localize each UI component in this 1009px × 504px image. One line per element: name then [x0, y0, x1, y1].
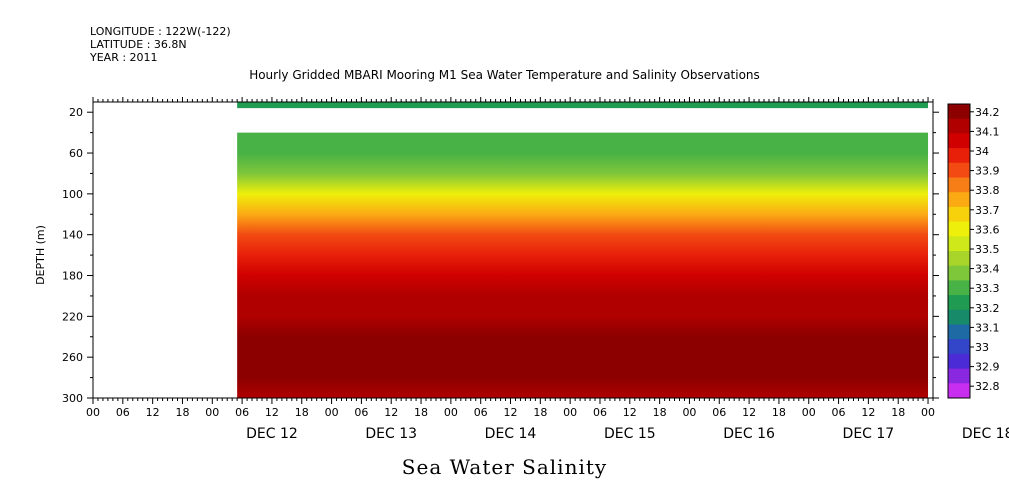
colorbar-label: 33.9: [975, 165, 1000, 178]
colorbar-swatch: [948, 324, 970, 340]
x-hour-tick-label: 12: [623, 406, 637, 419]
x-hour-tick-label: 06: [712, 406, 726, 419]
x-hour-tick-label: 06: [832, 406, 846, 419]
colorbar-swatch: [948, 295, 970, 311]
x-day-label: DEC 15: [604, 426, 656, 442]
colorbar-label: 32.8: [975, 380, 1000, 393]
plot-area: [237, 102, 929, 398]
x-hour-tick-label: 06: [593, 406, 607, 419]
chart-title: Hourly Gridded MBARI Mooring M1 Sea Wate…: [249, 68, 760, 82]
colorbar-label: 33: [975, 341, 989, 354]
surface-band: [237, 102, 929, 109]
x-hour-tick-label: 12: [861, 406, 875, 419]
x-day-label: DEC 17: [843, 426, 895, 442]
colorbar-swatch: [948, 251, 970, 267]
y-tick-label: 260: [62, 351, 83, 364]
colorbar-swatch: [948, 339, 970, 355]
latitude-label: LATITUDE : 36.8N: [90, 38, 187, 51]
colorbar-label: 33.5: [975, 243, 1000, 256]
colorbar-swatch: [948, 353, 970, 370]
colorbar-label: 34.2: [975, 106, 1000, 119]
y-tick-label: 140: [62, 229, 83, 242]
y-tick-label: 180: [62, 270, 83, 283]
x-hour-tick-label: 18: [414, 406, 428, 419]
x-hour-tick-label: 00: [205, 406, 219, 419]
x-hour-tick-label: 18: [891, 406, 905, 419]
x-axis-label: Sea Water Salinity: [401, 455, 608, 479]
x-day-label: DEC 14: [485, 426, 537, 442]
x-hour-tick-label: 12: [384, 406, 398, 419]
colorbar-swatch: [948, 383, 970, 399]
x-hour-tick-label: 06: [474, 406, 488, 419]
x-hour-tick-label: 00: [802, 406, 816, 419]
colorbar-label: 33.4: [975, 263, 1000, 276]
longitude-label: LONGITUDE : 122W(-122): [90, 25, 231, 38]
x-hour-tick-label: 18: [295, 406, 309, 419]
colorbar-swatch: [948, 133, 970, 149]
colorbar-label: 33.8: [975, 184, 1000, 197]
y-tick-label: 300: [62, 392, 83, 405]
colorbar-label: 33.1: [975, 321, 1000, 334]
y-axis-label: DEPTH (m): [34, 225, 47, 285]
x-hour-tick-label: 18: [533, 406, 547, 419]
colorbar-swatch: [948, 177, 970, 193]
colorbar-label: 33.6: [975, 223, 1000, 236]
colorbar-swatch: [948, 236, 970, 252]
y-tick-label: 220: [62, 310, 83, 323]
x-hour-tick-label: 00: [921, 406, 935, 419]
x-hour-tick-label: 06: [116, 406, 130, 419]
x-day-label: DEC 16: [723, 426, 775, 442]
x-hour-tick-label: 12: [146, 406, 160, 419]
plot-frame: [92, 101, 934, 399]
x-hour-tick-label: 12: [265, 406, 279, 419]
axes: 00 06 12 18 00 06 12 18 00 06 12 18 00 06 12 18 00 06 12 18…: [62, 97, 1009, 442]
colorbar-swatch: [948, 280, 970, 296]
colorbar-swatch: [948, 118, 970, 134]
colorbar-label: 33.7: [975, 204, 1000, 217]
colorbar-swatch: [948, 192, 970, 208]
x-hour-tick-label: 12: [742, 406, 756, 419]
colorbar-swatch: [948, 265, 970, 281]
colorbar-swatch: [948, 206, 970, 223]
colorbar-label: 33.2: [975, 302, 1000, 315]
colorbar-swatch: [948, 221, 970, 237]
colorbar-swatch: [948, 368, 970, 384]
x-hour-tick-label: 18: [772, 406, 786, 419]
x-hour-tick-label: 18: [653, 406, 667, 419]
x-hour-tick-label: 12: [504, 406, 518, 419]
x-hour-tick-label: 06: [235, 406, 249, 419]
colorbar-swatch: [948, 309, 970, 325]
x-day-label: DEC 13: [365, 426, 417, 442]
colorbar-label: 33.3: [975, 282, 1000, 295]
colorbar: 34.2 34.1 34 33.9 33.8 33.7 33.6 33.5 33.4 33.3 33…: [947, 103, 1000, 399]
x-hour-tick-label: 00: [325, 406, 339, 419]
colorbar-label: 32.9: [975, 361, 1000, 374]
x-hour-tick-label: 00: [563, 406, 577, 419]
x-hour-tick-label: 06: [354, 406, 368, 419]
colorbar-swatch: [948, 148, 970, 164]
year-label: YEAR : 2011: [90, 51, 158, 64]
y-tick-label: 20: [69, 106, 83, 119]
colorbar-label: 34.1: [975, 125, 1000, 138]
x-hour-tick-label: 00: [86, 406, 100, 419]
x-day-label: DEC 18: [962, 426, 1009, 442]
colorbar-swatch: [948, 104, 970, 120]
y-tick-label: 60: [69, 147, 83, 160]
x-hour-tick-label: 00: [444, 406, 458, 419]
y-tick-label: 100: [62, 188, 83, 201]
x-day-label: DEC 12: [246, 426, 298, 442]
colorbar-swatch: [948, 162, 970, 178]
x-hour-tick-label: 00: [682, 406, 696, 419]
colorbar-frame: [947, 103, 971, 399]
salinity-field: [237, 132, 929, 398]
colorbar-label: 34: [975, 145, 989, 158]
x-hour-tick-label: 18: [175, 406, 189, 419]
